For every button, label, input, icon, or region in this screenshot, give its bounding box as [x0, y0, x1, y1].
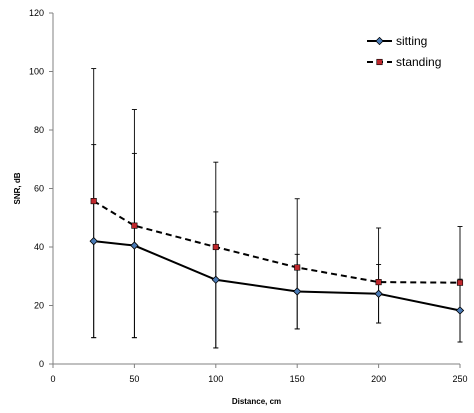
y-tick-label: 20: [34, 301, 44, 311]
legend: sitting standing: [367, 34, 441, 69]
series-line-standing: [93, 200, 461, 284]
legend-marker-standing: [376, 58, 383, 66]
x-tick-label: 0: [50, 374, 55, 384]
data-point-sitting: [211, 275, 220, 284]
data-point-standing: [131, 222, 138, 229]
data-point-sitting: [455, 306, 465, 315]
y-tick-label: 40: [34, 242, 44, 252]
x-tick-label: 100: [208, 374, 223, 384]
legend-label-sitting: sitting: [396, 34, 427, 48]
data-point-standing: [294, 264, 301, 271]
series-lines: [93, 200, 461, 312]
data-point-sitting: [89, 236, 98, 246]
x-tick-label: 200: [371, 374, 386, 384]
data-point-sitting: [293, 287, 302, 296]
x-tick-label: 150: [290, 374, 305, 384]
y-axis-title: SNR, dB: [13, 172, 22, 204]
legend-marker-sitting: [375, 36, 384, 46]
series-line-sitting: [93, 240, 461, 312]
legend-label-standing: standing: [396, 55, 441, 69]
data-point-standing: [212, 243, 219, 251]
data-point-standing: [375, 279, 382, 286]
data-point-standing: [456, 279, 464, 286]
axis-ticks: 0 20 40 60 80 100 120 0 50 100 150 200 250: [29, 8, 468, 384]
x-tick-label: 50: [129, 374, 139, 384]
y-tick-label: 100: [29, 67, 44, 77]
y-tick-label: 60: [34, 184, 44, 194]
data-point-sitting: [374, 289, 383, 298]
x-tick-label: 250: [452, 374, 467, 384]
y-tick-label: 120: [29, 8, 44, 18]
y-tick-label: 0: [39, 359, 44, 369]
series-markers: [89, 198, 465, 315]
x-axis-title: Distance, cm: [232, 397, 281, 406]
data-point-standing: [90, 198, 97, 205]
y-tick-label: 80: [34, 125, 44, 135]
data-point-sitting: [130, 241, 139, 250]
